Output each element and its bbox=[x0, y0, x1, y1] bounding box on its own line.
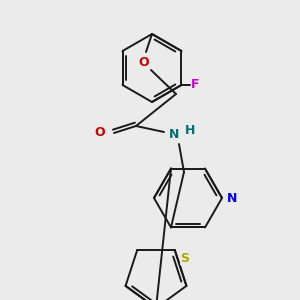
Text: F: F bbox=[191, 79, 200, 92]
Text: O: O bbox=[139, 56, 149, 68]
Text: O: O bbox=[95, 127, 105, 140]
Text: S: S bbox=[180, 252, 189, 265]
Text: N: N bbox=[169, 128, 179, 140]
Text: H: H bbox=[185, 124, 195, 137]
Text: N: N bbox=[227, 191, 237, 205]
